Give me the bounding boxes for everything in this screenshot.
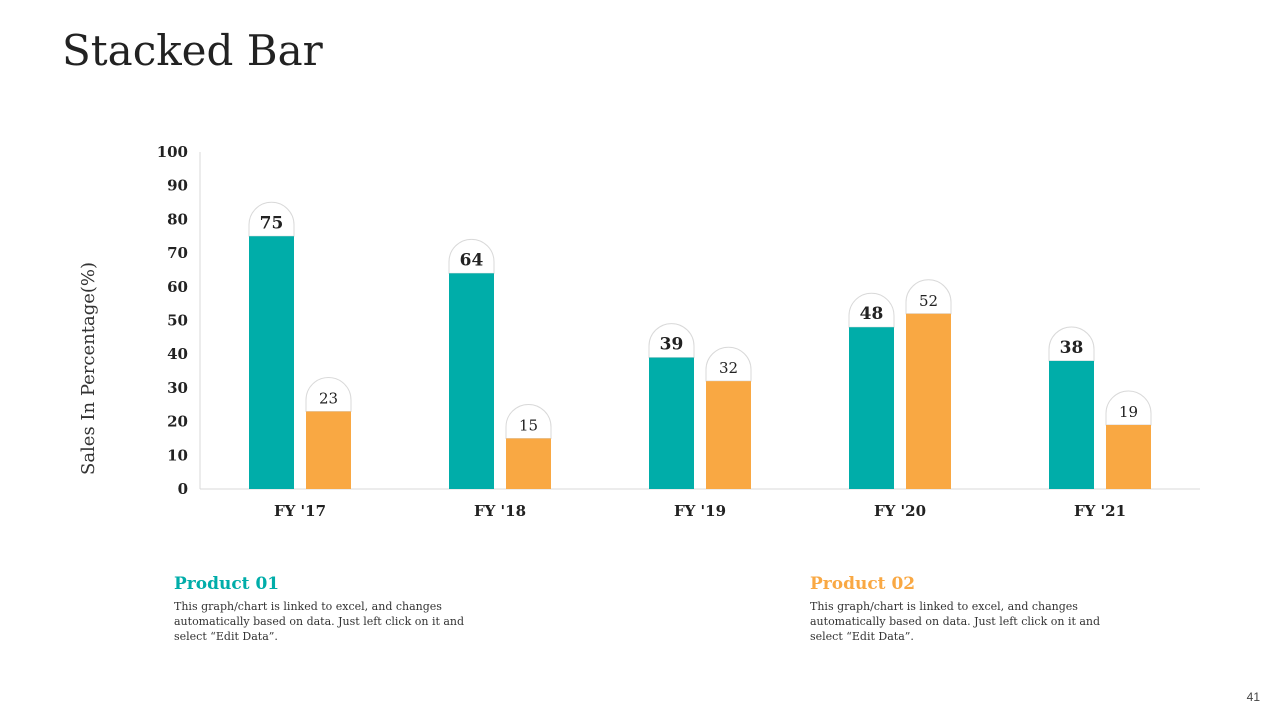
page-title: Stacked Bar xyxy=(62,26,323,75)
x-tick-label: FY '17 xyxy=(274,502,326,520)
bar-chart: 0 10 20 30 40 50 60 70 80 90 100 Sales In Percentag… xyxy=(78,143,1200,520)
y-tick-label: 10 xyxy=(167,446,188,464)
bar-product-02 xyxy=(706,381,751,489)
bar-value-label: 19 xyxy=(1119,403,1138,421)
x-tick-label: FY '21 xyxy=(1074,502,1126,520)
legend-product-02-description: This graph/chart is linked to excel, and… xyxy=(810,600,1101,643)
bar-label-bubble xyxy=(905,279,952,315)
y-tick-label: 40 xyxy=(167,345,188,363)
bar-label-bubble xyxy=(305,376,352,412)
y-tick-label: 20 xyxy=(167,413,188,431)
x-tick-label: FY '20 xyxy=(874,502,926,520)
y-tick-label: 90 xyxy=(167,177,188,195)
bar-label-bubble xyxy=(448,238,495,274)
y-tick-label: 100 xyxy=(157,143,188,161)
x-tick-label: FY '19 xyxy=(674,502,726,520)
bar-value-label: 15 xyxy=(519,416,538,434)
bar-product-01 xyxy=(449,273,494,489)
bar-value-label: 48 xyxy=(860,304,884,324)
bar-label-bubble xyxy=(648,323,695,359)
x-tick-label: FY '18 xyxy=(474,502,526,520)
y-axis-title: Sales In Percentage(%) xyxy=(78,262,99,475)
bar-label-bubble xyxy=(248,201,295,237)
bar-value-label: 75 xyxy=(260,213,284,233)
y-tick-label: 80 xyxy=(167,210,188,228)
bar-label-bubble xyxy=(705,346,752,382)
page-number: 41 xyxy=(1246,690,1260,704)
y-tick-label: 30 xyxy=(167,379,188,397)
legend-product-01-name: Product 01 xyxy=(174,574,280,594)
legend-product-02-name: Product 02 xyxy=(810,574,916,594)
legend-product-01: Product 01 This graph/chart is linked to… xyxy=(174,574,474,644)
legend-product-01-description: This graph/chart is linked to excel, and… xyxy=(174,600,465,643)
bar-value-label: 64 xyxy=(460,250,484,270)
bar-value-label: 23 xyxy=(319,389,338,407)
y-tick-label: 0 xyxy=(178,480,188,498)
bar-product-02 xyxy=(506,438,551,489)
bar-product-01 xyxy=(849,327,894,489)
bar-label-bubble xyxy=(848,292,895,328)
bar-product-02 xyxy=(906,313,951,489)
bar-product-02 xyxy=(1106,424,1151,489)
bar-value-label: 39 xyxy=(660,335,684,355)
bar-value-label: 38 xyxy=(1060,338,1084,358)
y-tick-label: 50 xyxy=(167,312,188,330)
bar-label-bubble xyxy=(1105,390,1152,426)
legend-product-02: Product 02 This graph/chart is linked to… xyxy=(810,574,1110,644)
y-tick-label: 70 xyxy=(167,244,188,262)
bar-product-01 xyxy=(1049,360,1094,489)
bar-value-label: 52 xyxy=(919,292,938,310)
y-tick-label: 60 xyxy=(167,278,188,296)
bar-label-bubble xyxy=(1048,326,1095,362)
bar-product-01 xyxy=(649,357,694,489)
bar-product-02 xyxy=(306,411,351,489)
bar-value-label: 32 xyxy=(719,359,738,377)
bar-label-bubble xyxy=(505,403,552,439)
bar-product-01 xyxy=(249,236,294,489)
